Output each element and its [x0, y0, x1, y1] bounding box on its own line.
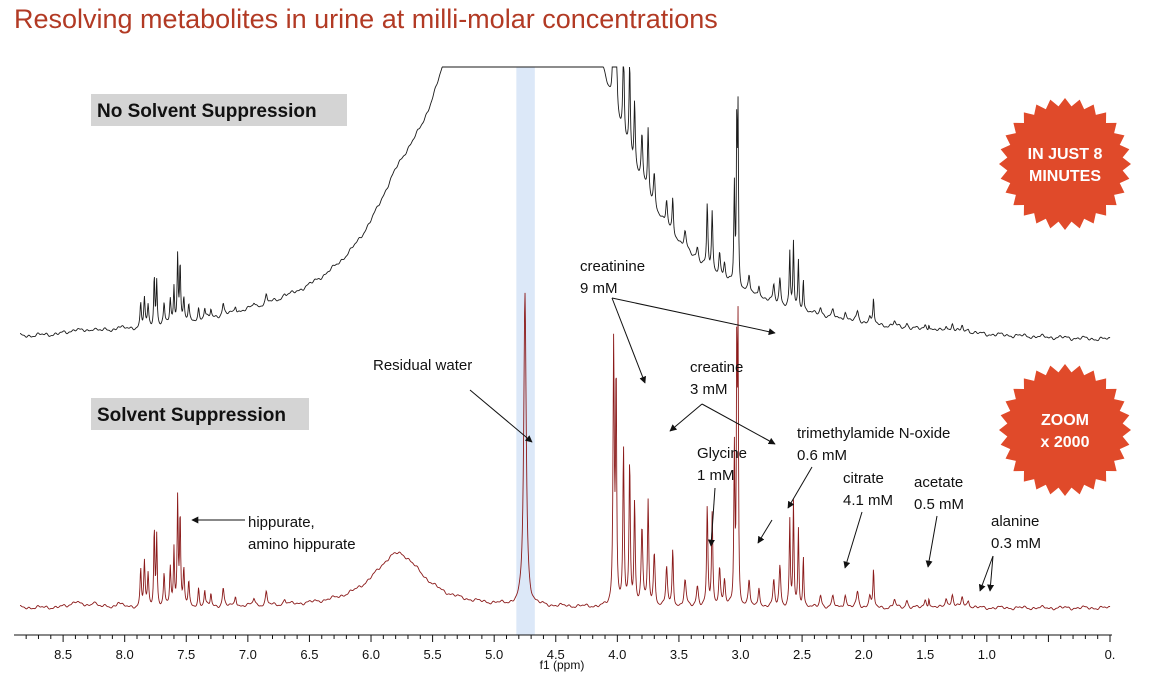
x-tick-label: 7.0 [239, 647, 257, 662]
x-tick-label: 5.0 [485, 647, 503, 662]
hippurate-label: hippurate, amino hippurate [248, 514, 356, 553]
badges: IN JUST 8 MINUTES ZOOM x 2000 [999, 98, 1131, 496]
x-tick-label: 4.0 [608, 647, 626, 662]
annotation-arrow [669, 403, 703, 432]
annotation-arrow [843, 511, 863, 569]
annotation-arrow [978, 555, 994, 592]
x-axis: 8.5 8.0 7.5 7.0 6.5 6.0 5.5 5.0 4.5 4.0 3.5 3.0 2.5 2… [14, 634, 1116, 672]
annotation-arrow [611, 297, 776, 336]
x-tick-label: 3.0 [731, 647, 749, 662]
badge-starburst [999, 364, 1131, 496]
annotation-arrow [611, 297, 646, 384]
bottom-panel-label-box [91, 398, 309, 430]
peak-annotations: No Solvent Suppression Solvent Suppressio… [91, 94, 1041, 592]
annotation-arrow [701, 403, 776, 445]
annotation-arrow [707, 487, 716, 547]
x-tick-label: 4.5 [547, 647, 565, 662]
suppression-spectrum-line [19, 292, 1111, 611]
x-tick-label: 3.5 [670, 647, 688, 662]
x-tick-label: 6.5 [300, 647, 318, 662]
top-panel-label: No Solvent Suppression [97, 101, 317, 122]
page-title: Resolving metabolites in urine at milli-… [14, 4, 718, 34]
x-tick-label: 8.0 [116, 647, 134, 662]
tmao-label: trimethylamide N-oxide 0.6 mM [797, 425, 950, 464]
annotation-arrow [757, 519, 773, 544]
badge-text: ZOOM x 2000 [1041, 412, 1090, 451]
citrate-label: citrate 4.1 mM [843, 470, 893, 509]
x-tick-label: 6.0 [362, 647, 380, 662]
acetate-label: acetate 0.5 mM [914, 474, 964, 513]
residual-water-label: Residual water [373, 357, 472, 374]
x-tick-label: 0. [1105, 647, 1116, 662]
annotation-arrow [469, 389, 533, 443]
x-tick-label: 2.5 [793, 647, 811, 662]
x-axis-label: f1 (ppm) [540, 658, 585, 672]
creatine-label: creatine 3 mM [690, 359, 743, 398]
no-suppression-spectrum-line [19, 66, 1111, 342]
x-tick-label: 1.5 [916, 647, 934, 662]
x-tick-label: 8.5 [54, 647, 72, 662]
glycine-label: Glycine 1 mM [697, 445, 747, 484]
badge-starburst [999, 98, 1131, 230]
x-tick-label: 5.5 [424, 647, 442, 662]
badge-text: IN JUST 8 MINUTES [1028, 146, 1103, 185]
alanine-label: alanine 0.3 mM [991, 513, 1041, 552]
annotation-arrow [925, 515, 938, 568]
x-tick-label: 1.0 [978, 647, 996, 662]
creatinine-label: creatinine 9 mM [580, 258, 645, 297]
x-tick-label: 7.5 [177, 647, 195, 662]
annotation-arrow [987, 555, 995, 592]
x-tick-label: 2.0 [855, 647, 873, 662]
top-panel-label-box [91, 94, 347, 126]
annotation-arrow [787, 466, 813, 509]
bottom-panel-label: Solvent Suppression [97, 405, 286, 426]
